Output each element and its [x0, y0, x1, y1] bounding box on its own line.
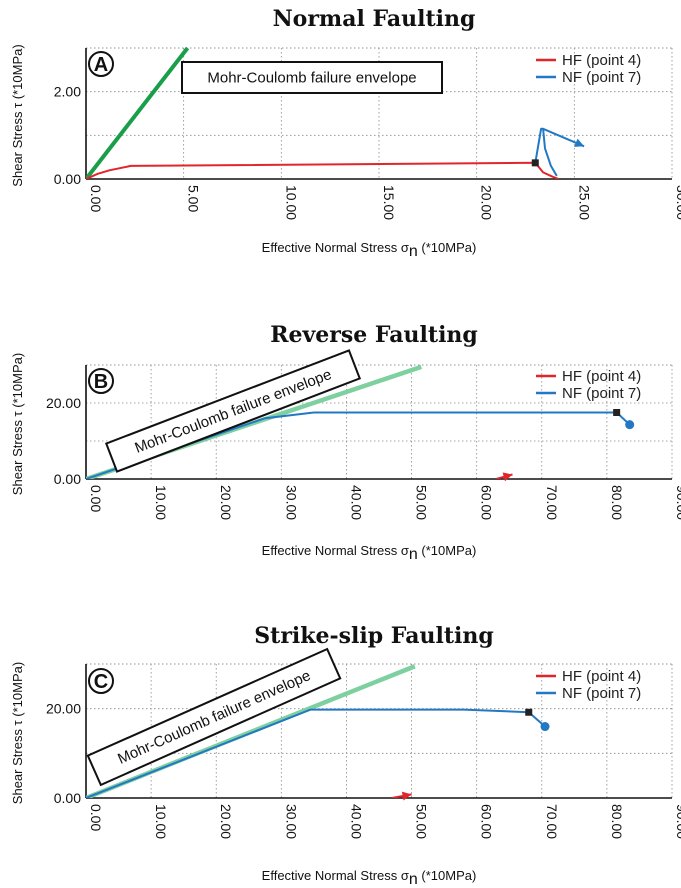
x-tick-label: 5.00	[186, 185, 202, 212]
y-tick-label: 0.00	[54, 471, 81, 487]
annotation-label: Mohr-Coulomb failure envelope	[132, 366, 333, 457]
x-tick-label: 20.00	[479, 185, 495, 220]
x-tick-label: 40.00	[348, 485, 364, 520]
x-axis-label-main: Effective Normal Stress σ	[262, 240, 409, 255]
panel-letter: C	[94, 671, 108, 693]
x-tick-label: 50.00	[414, 804, 430, 839]
annotation-box	[181, 61, 443, 94]
legend-label: HF (point 4)	[562, 52, 641, 69]
point-marker-square	[613, 409, 621, 416]
x-tick-label: 0.00	[88, 804, 104, 831]
y-axis-label: Shear Stress τ (*10MPa)	[10, 44, 25, 186]
chart-normal-faulting: Normal Faulting 0.00 5.00 10.00 15.00 20.00 25…	[10, 6, 681, 260]
y-tick-label: 0.00	[54, 790, 81, 806]
y-axis-label: Shear Stress τ (*10MPa)	[10, 662, 25, 804]
panel-letter: A	[94, 54, 108, 76]
x-tick-label: 25.00	[576, 185, 592, 220]
x-tick-label: 15.00	[381, 185, 397, 220]
legend-label: NF (point 7)	[562, 685, 641, 702]
x-axis-label-subscript: n	[409, 871, 418, 888]
series-arrowhead	[502, 472, 513, 482]
x-tick-label: 30.00	[674, 185, 681, 220]
x-tick-label: 90.00	[674, 485, 681, 520]
y-tick-label: 20.00	[46, 395, 81, 411]
legend-label: HF (point 4)	[562, 668, 641, 685]
x-tick-label: 0.00	[88, 485, 104, 512]
y-tick-label: 20.00	[46, 701, 81, 717]
x-axis-label-main: Effective Normal Stress σ	[262, 543, 409, 558]
x-tick-label: 0.00	[88, 185, 104, 212]
x-tick-label: 40.00	[348, 804, 364, 839]
x-axis-label-subscript: n	[409, 243, 418, 260]
chart-reverse-faulting: Reverse Faulting 0.00 10.00 20.00 30.00 40.00…	[10, 322, 681, 563]
series-arrowhead	[574, 138, 585, 147]
x-axis-label: Effective Normal Stress σn (*10MPa)	[262, 543, 477, 563]
x-axis-label-unit: (*10MPa)	[418, 240, 477, 255]
x-tick-label: 30.00	[283, 485, 299, 520]
envelope-annotation: Mohr-Coulomb failure envelope	[86, 647, 342, 787]
series-line-nf	[86, 708, 546, 798]
x-tick-label: 20.00	[218, 485, 234, 520]
panel-letter-circle	[88, 51, 114, 77]
envelope-annotation: Mohr-Coulomb failure envelope	[104, 349, 362, 473]
chart-title: Normal Faulting	[273, 6, 476, 32]
x-axis-label: Effective Normal Stress σn (*10MPa)	[262, 240, 477, 260]
annotation-box	[104, 349, 362, 473]
series-line-nf	[534, 127, 558, 177]
legend-label: NF (point 7)	[562, 69, 641, 86]
annotation-box	[86, 647, 342, 787]
x-axis-label: Effective Normal Stress σn (*10MPa)	[262, 868, 477, 888]
x-tick-label: 70.00	[544, 804, 560, 839]
panel-letter-circle	[88, 668, 114, 694]
legend-label: HF (point 4)	[562, 368, 641, 385]
y-tick-label: 2.00	[54, 84, 81, 100]
x-tick-label: 60.00	[479, 485, 495, 520]
x-tick-label: 80.00	[609, 804, 625, 839]
x-tick-label: 10.00	[153, 804, 169, 839]
x-axis-label-unit: (*10MPa)	[418, 543, 477, 558]
x-axis-label-unit: (*10MPa)	[418, 868, 477, 883]
x-tick-label: 50.00	[414, 485, 430, 520]
annotation-label: Mohr-Coulomb failure envelope	[207, 70, 416, 87]
chart-strike-slip-faulting: Strike-slip Faulting 0.00 10.00 20.00 30.00 4…	[10, 623, 681, 888]
chart-title: Strike-slip Faulting	[254, 623, 493, 649]
series-line-hf	[86, 161, 560, 179]
x-tick-label: 10.00	[283, 185, 299, 220]
y-axis-label: Shear Stress τ (*10MPa)	[10, 353, 25, 495]
x-tick-label: 30.00	[283, 804, 299, 839]
x-tick-label: 20.00	[218, 804, 234, 839]
envelope-annotation: Mohr-Coulomb failure envelope	[181, 61, 443, 94]
series-arrowhead	[401, 791, 412, 801]
x-tick-label: 80.00	[609, 485, 625, 520]
point-marker-circle	[540, 722, 550, 732]
point-marker-square	[531, 159, 539, 167]
panel-letter: B	[94, 371, 108, 393]
chart-title: Reverse Faulting	[270, 322, 478, 348]
failure-envelope-line	[86, 46, 190, 179]
legend-label: NF (point 7)	[562, 385, 641, 402]
x-axis-label-main: Effective Normal Stress σ	[262, 868, 409, 883]
y-tick-label: 0.00	[54, 171, 81, 187]
x-tick-label: 70.00	[544, 485, 560, 520]
point-marker-circle	[625, 420, 635, 430]
panel-letter-circle	[88, 368, 114, 394]
x-tick-label: 10.00	[153, 485, 169, 520]
x-tick-label: 90.00	[674, 804, 681, 839]
x-tick-label: 60.00	[479, 804, 495, 839]
point-marker-square	[525, 708, 533, 716]
x-axis-label-subscript: n	[409, 546, 418, 563]
